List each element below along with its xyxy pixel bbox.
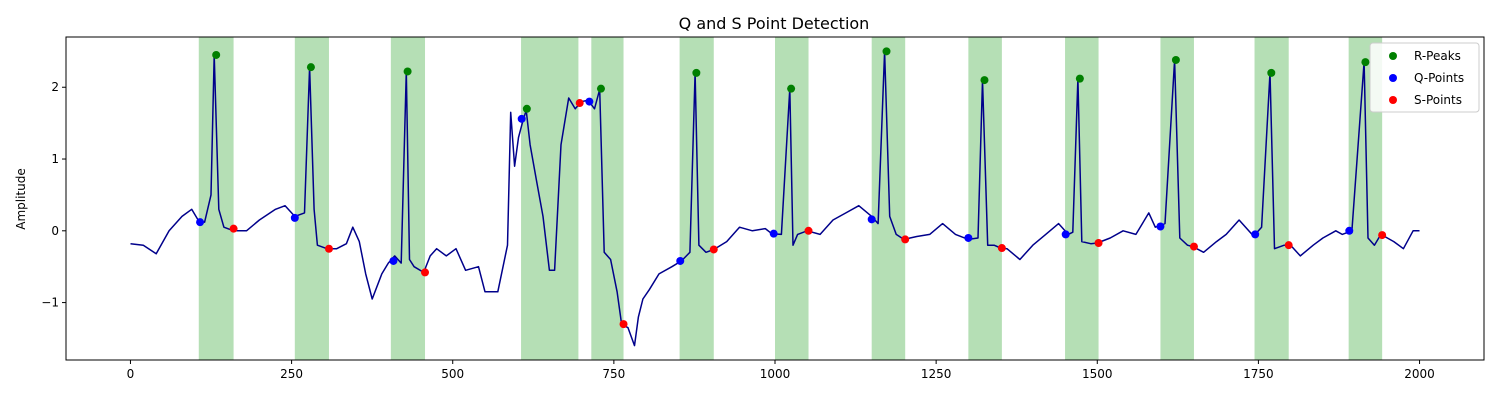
y-axis-ticks: −1 0 1 2 (41, 80, 66, 310)
legend-marker-q-points (1389, 74, 1397, 82)
r-peaks-marker (692, 68, 701, 77)
shaded-region (1254, 37, 1289, 360)
shaded-region (591, 37, 624, 360)
x-tick-label: 1500 (1082, 367, 1113, 381)
q-points-marker (1345, 226, 1354, 235)
r-peaks-marker (596, 84, 605, 93)
y-tick-label: 2 (51, 80, 59, 94)
s-points-marker (619, 320, 628, 329)
s-points-marker (1378, 231, 1387, 240)
q-points-marker (676, 256, 685, 265)
s-points-marker (901, 235, 910, 244)
y-tick-label: 1 (51, 152, 59, 166)
s-points-marker (229, 224, 238, 233)
q-points-marker (196, 218, 205, 227)
point-markers (196, 47, 1387, 329)
shaded-region (1160, 37, 1194, 360)
x-tick-label: 1250 (921, 367, 952, 381)
s-points-marker (709, 245, 718, 254)
s-points-marker (1284, 241, 1293, 250)
x-tick-label: 250 (280, 367, 303, 381)
x-axis-ticks: 0 250 500 750 1000 1250 1500 1750 2000 (127, 360, 1435, 381)
shaded-region (294, 37, 329, 360)
q-points-marker (964, 233, 973, 242)
q-points-marker (389, 256, 398, 265)
y-tick-label: 0 (51, 224, 59, 238)
s-points-marker (997, 244, 1006, 253)
q-points-marker (867, 215, 876, 224)
r-peaks-marker (1267, 68, 1276, 77)
signal-layer (130, 50, 1420, 347)
s-points-marker (421, 268, 430, 277)
r-peaks-marker (1361, 58, 1370, 67)
legend: R-Peaks Q-Points S-Points (1369, 42, 1480, 113)
r-peaks-marker (882, 47, 891, 56)
legend-label-r-peaks: R-Peaks (1414, 49, 1461, 63)
r-peaks-marker (306, 63, 315, 72)
shaded-region (198, 37, 234, 360)
x-tick-label: 0 (127, 367, 135, 381)
x-tick-label: 500 (441, 367, 464, 381)
y-axis-label: Amplitude (14, 168, 28, 230)
legend-marker-s-points (1389, 96, 1397, 104)
r-peaks-marker (403, 67, 412, 76)
s-points-marker (1189, 242, 1198, 251)
r-peaks-marker (787, 84, 796, 93)
q-points-marker (290, 213, 299, 222)
signal-line (130, 50, 1420, 347)
q-points-marker (1156, 222, 1165, 231)
q-points-marker (517, 114, 526, 123)
r-peaks-marker (212, 50, 221, 59)
shaded-region (679, 37, 714, 360)
s-points-marker (324, 244, 333, 253)
shaded-region (968, 37, 1002, 360)
shaded-region (521, 37, 579, 360)
r-peaks-marker (1171, 55, 1180, 64)
r-peaks-marker (1075, 74, 1084, 83)
shaded-regions (198, 37, 1383, 360)
legend-marker-r-peaks (1389, 52, 1397, 60)
s-points-marker (1094, 239, 1103, 248)
q-points-marker (1061, 230, 1070, 239)
x-tick-label: 1750 (1243, 367, 1274, 381)
legend-label-s-points: S-Points (1414, 93, 1462, 107)
s-points-marker (804, 226, 813, 235)
s-points-marker (575, 99, 584, 108)
q-points-marker (769, 229, 778, 238)
q-points-marker (585, 97, 594, 106)
y-tick-label: −1 (41, 296, 59, 310)
legend-frame (1369, 42, 1480, 113)
chart-title: Q and S Point Detection (679, 14, 870, 33)
x-tick-label: 1000 (760, 367, 791, 381)
x-tick-label: 750 (602, 367, 625, 381)
x-tick-label: 2000 (1404, 367, 1435, 381)
r-peaks-marker (522, 104, 531, 113)
q-points-marker (1251, 230, 1260, 239)
legend-label-q-points: Q-Points (1414, 71, 1464, 85)
r-peaks-marker (980, 76, 989, 85)
shaded-region (1065, 37, 1099, 360)
